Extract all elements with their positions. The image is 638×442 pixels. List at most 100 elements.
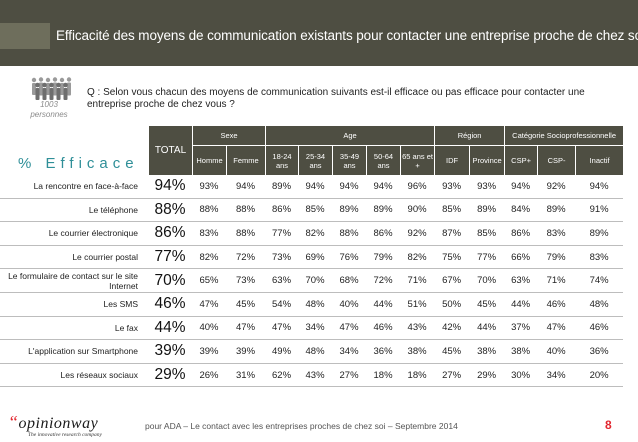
cell-value: 44% [469, 317, 505, 341]
row-total: 29% [148, 364, 192, 388]
cell-value: 36% [366, 340, 401, 364]
cell-value: 27% [332, 364, 367, 388]
cell-value: 63% [504, 269, 538, 293]
cell-value: 89% [537, 199, 576, 223]
cell-value: 43% [400, 317, 435, 341]
cell-value: 88% [226, 222, 266, 246]
table-row: La rencontre en face-à-face 94% 93% 94% … [0, 175, 624, 199]
cell-value: 89% [469, 199, 505, 223]
cell-value: 89% [265, 175, 299, 199]
opinionway-logo: “opinionway The innovative research comp… [8, 413, 108, 442]
cell-value: 44% [366, 293, 401, 317]
cell-value: 94% [332, 175, 367, 199]
cell-value: 90% [400, 199, 435, 223]
cell-value: 42% [434, 317, 470, 341]
cell-value: 27% [434, 364, 470, 388]
cell-value: 63% [265, 269, 299, 293]
col-header: 25-34 ans [298, 146, 333, 175]
sample-size: 1003 personnes [24, 100, 74, 120]
cell-value: 29% [469, 364, 505, 388]
table-row: Le fax 44% 40% 47% 47% 34% 47% 46% 43% 4… [0, 317, 624, 341]
cell-value: 70% [298, 269, 333, 293]
cell-value: 18% [366, 364, 401, 388]
results-table: % Efficace TOTAL Sexe Age Région Catégor… [0, 126, 624, 388]
cell-value: 88% [332, 222, 367, 246]
col-header: 65 ans et + [400, 146, 435, 175]
logo-tagline: The innovative research company [28, 432, 102, 438]
cell-value: 34% [332, 340, 367, 364]
efficace-label: % Efficace [18, 155, 139, 172]
col-header: Homme [192, 146, 226, 175]
logo-brand: opinionway [18, 415, 99, 432]
col-header: Inactif [575, 146, 624, 175]
sample-unit: personnes [30, 110, 68, 119]
total-header: TOTAL [148, 126, 192, 175]
cell-value: 87% [434, 222, 470, 246]
cell-value: 76% [332, 246, 367, 270]
cell-value: 89% [575, 222, 624, 246]
row-label: Le fax [0, 317, 148, 341]
page-number: 8 [605, 418, 612, 432]
cell-value: 49% [265, 340, 299, 364]
row-label: L'application sur Smartphone [0, 340, 148, 364]
table-row: Les réseaux sociaux 29% 26% 31% 62% 43% … [0, 364, 624, 388]
cell-value: 94% [575, 175, 624, 199]
cell-value: 85% [434, 199, 470, 223]
row-label: Le téléphone [0, 199, 148, 223]
cell-value: 40% [192, 317, 226, 341]
cell-value: 89% [332, 199, 367, 223]
cell-value: 47% [332, 317, 367, 341]
group-csp: Catégorie Socioprofessionnelle [504, 126, 624, 146]
cell-value: 77% [265, 222, 299, 246]
cell-value: 91% [575, 199, 624, 223]
cell-value: 50% [434, 293, 470, 317]
group-region: Région [434, 126, 505, 146]
cell-value: 93% [469, 175, 505, 199]
cell-value: 46% [366, 317, 401, 341]
cell-value: 85% [298, 199, 333, 223]
sample-count: 1003 [40, 100, 58, 109]
cell-value: 45% [434, 340, 470, 364]
cell-value: 85% [469, 222, 505, 246]
table-row: Le téléphone 88% 88% 88% 86% 85% 89% 89%… [0, 199, 624, 223]
cell-value: 94% [504, 175, 538, 199]
row-total: 39% [148, 340, 192, 364]
cell-value: 48% [298, 293, 333, 317]
col-header: 35-49 ans [332, 146, 367, 175]
row-total: 46% [148, 293, 192, 317]
cell-value: 73% [226, 269, 266, 293]
row-total: 88% [148, 199, 192, 223]
cell-value: 88% [226, 199, 266, 223]
cell-value: 72% [366, 269, 401, 293]
cell-value: 43% [298, 364, 333, 388]
cell-value: 86% [504, 222, 538, 246]
cell-value: 72% [226, 246, 266, 270]
row-total: 94% [148, 175, 192, 199]
cell-value: 47% [265, 317, 299, 341]
table-row: Le formulaire de contact sur le site Int… [0, 269, 624, 293]
cell-value: 67% [434, 269, 470, 293]
cell-value: 45% [469, 293, 505, 317]
row-total: 70% [148, 269, 192, 293]
cell-value: 65% [192, 269, 226, 293]
cell-value: 74% [575, 269, 624, 293]
cell-value: 82% [400, 246, 435, 270]
cell-value: 88% [192, 199, 226, 223]
footer-source: pour ADA – Le contact avec les entrepris… [145, 421, 458, 431]
row-total: 77% [148, 246, 192, 270]
row-label: Le courrier postal [0, 246, 148, 270]
cell-value: 38% [400, 340, 435, 364]
table-row: Le courrier postal 77% 82% 72% 73% 69% 7… [0, 246, 624, 270]
cell-value: 89% [366, 199, 401, 223]
people-group-icon [31, 77, 72, 100]
cell-value: 47% [537, 317, 576, 341]
cell-value: 94% [226, 175, 266, 199]
cell-value: 38% [504, 340, 538, 364]
cell-value: 83% [537, 222, 576, 246]
cell-value: 79% [366, 246, 401, 270]
cell-value: 26% [192, 364, 226, 388]
cell-value: 20% [575, 364, 624, 388]
logo-wordmark: “opinionway [8, 413, 108, 432]
cell-value: 48% [298, 340, 333, 364]
cell-value: 82% [192, 246, 226, 270]
